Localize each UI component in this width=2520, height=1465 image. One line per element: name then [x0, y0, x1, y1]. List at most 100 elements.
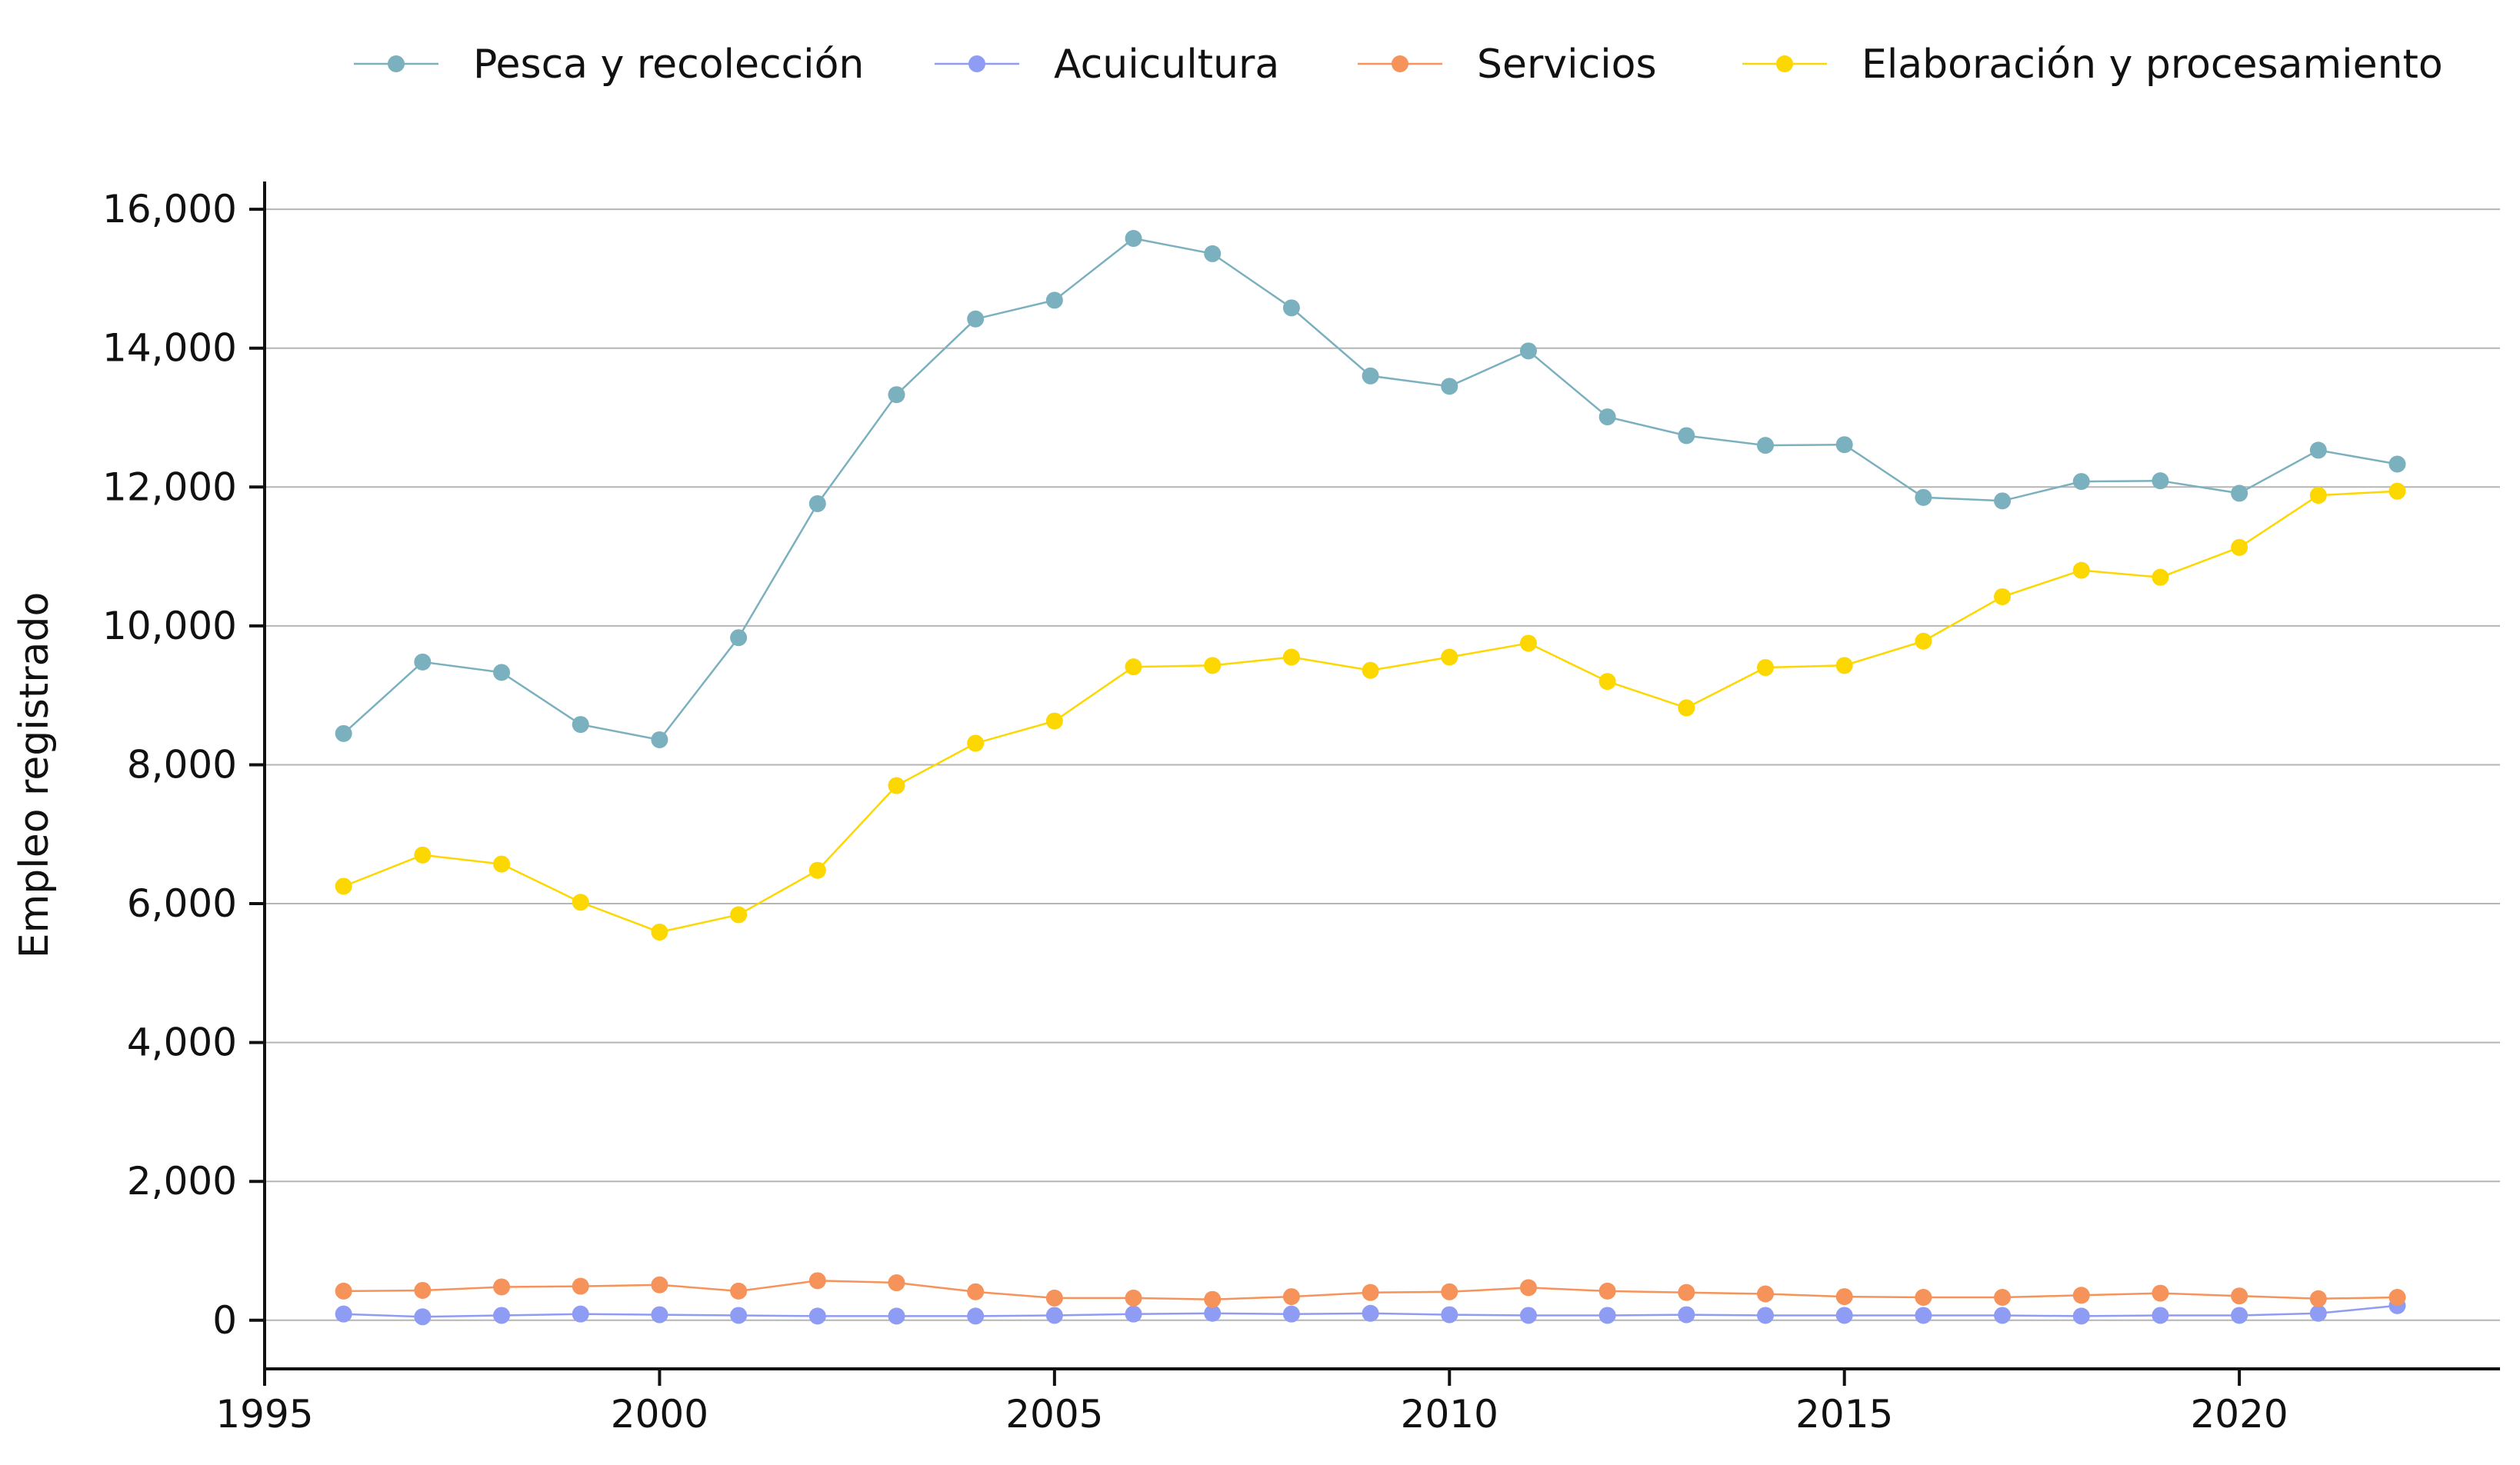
data-point-elaboracion-y-procesamiento-2007	[1204, 657, 1222, 674]
data-point-elaboracion-y-procesamiento-2022	[2388, 482, 2406, 500]
legend-label-servicios: Servicios	[1477, 42, 1657, 88]
x-ticks: 1995 2000 2005 2010 2015 2020	[215, 1369, 2288, 1437]
data-point-pesca-y-recoleccion-2015	[1835, 436, 1853, 454]
data-point-pesca-y-recoleccion-2010	[1441, 378, 1458, 395]
data-point-servicios-1996	[335, 1282, 352, 1300]
data-point-acuicultura-2013	[1678, 1306, 1695, 1323]
data-point-elaboracion-y-procesamiento-2012	[1598, 673, 1616, 691]
data-point-elaboracion-y-procesamiento-2014	[1757, 659, 1775, 677]
data-point-acuicultura-2003	[888, 1307, 905, 1325]
data-point-servicios-2017	[1994, 1288, 2012, 1306]
data-point-servicios-2005	[1045, 1289, 1063, 1307]
legend-marker-servicios	[1392, 55, 1408, 72]
data-point-acuicultura-2007	[1204, 1304, 1222, 1322]
legend: Pesca y recolección Acuicultura Servicios E…	[354, 42, 2443, 88]
legend-label-acuicultura: Acuicultura	[1054, 42, 1279, 88]
data-point-pesca-y-recoleccion-2001	[730, 629, 748, 647]
data-point-pesca-y-recoleccion-2020	[2231, 484, 2248, 502]
data-point-elaboracion-y-procesamiento-2001	[730, 906, 748, 924]
data-point-servicios-2012	[1598, 1282, 1616, 1300]
data-point-servicios-2014	[1757, 1285, 1775, 1303]
data-point-servicios-1997	[414, 1281, 432, 1299]
data-point-acuicultura-1996	[335, 1305, 352, 1323]
legend-marker-elaboracion-y-procesamiento	[1776, 55, 1793, 72]
data-point-servicios-1998	[493, 1278, 511, 1296]
data-point-servicios-2010	[1441, 1283, 1458, 1300]
data-point-pesca-y-recoleccion-2014	[1757, 437, 1775, 454]
data-point-pesca-y-recoleccion-2004	[967, 310, 985, 328]
y-tick-label: 2,000	[127, 1159, 237, 1204]
data-point-pesca-y-recoleccion-2019	[2152, 472, 2169, 490]
y-tick-label: 10,000	[102, 604, 237, 648]
data-point-servicios-2007	[1204, 1290, 1222, 1308]
series-points	[335, 230, 2406, 1326]
data-point-pesca-y-recoleccion-2017	[1994, 492, 2012, 510]
data-point-pesca-y-recoleccion-2002	[808, 494, 826, 512]
data-point-elaboracion-y-procesamiento-2000	[651, 924, 668, 941]
data-point-pesca-y-recoleccion-1997	[414, 653, 432, 671]
data-point-pesca-y-recoleccion-2022	[2388, 455, 2406, 473]
legend-label-pesca-y-recoleccion: Pesca y recolección	[473, 42, 864, 88]
x-tick-label: 2005	[1005, 1392, 1103, 1437]
data-point-servicios-2002	[808, 1272, 826, 1290]
data-point-pesca-y-recoleccion-1998	[493, 664, 511, 681]
y-tick-label: 12,000	[102, 464, 237, 509]
data-point-acuicultura-2015	[1835, 1307, 1853, 1324]
legend-item-pesca-y-recoleccion: Pesca y recolección	[354, 42, 864, 88]
data-point-pesca-y-recoleccion-2012	[1598, 408, 1616, 426]
y-tick-label: 16,000	[102, 187, 237, 231]
data-point-acuicultura-2019	[2152, 1307, 2169, 1324]
legend-item-elaboracion-y-procesamiento: Elaboración y procesamiento	[1742, 42, 2443, 88]
data-point-pesca-y-recoleccion-2016	[1915, 488, 1932, 506]
data-point-elaboracion-y-procesamiento-2019	[2152, 568, 2169, 586]
data-point-pesca-y-recoleccion-2005	[1045, 291, 1063, 309]
data-point-pesca-y-recoleccion-2009	[1362, 367, 1379, 385]
data-point-servicios-2011	[1519, 1279, 1537, 1297]
data-point-acuicultura-2010	[1441, 1306, 1458, 1323]
data-point-acuicultura-2012	[1598, 1307, 1616, 1324]
data-point-servicios-2016	[1915, 1288, 1932, 1306]
y-tick-label: 4,000	[127, 1021, 237, 1065]
data-point-acuicultura-1999	[572, 1305, 589, 1323]
data-point-elaboracion-y-procesamiento-2008	[1282, 648, 1300, 666]
data-point-acuicultura-2011	[1519, 1307, 1537, 1324]
data-point-acuicultura-2021	[2309, 1304, 2327, 1322]
x-tick-label: 1995	[215, 1392, 313, 1437]
data-point-elaboracion-y-procesamiento-2011	[1519, 634, 1537, 652]
data-point-servicios-2022	[2388, 1288, 2406, 1306]
x-tick-label: 2010	[1401, 1392, 1498, 1437]
data-point-pesca-y-recoleccion-2021	[2309, 441, 2327, 459]
data-point-pesca-y-recoleccion-2006	[1125, 230, 1142, 248]
data-point-acuicultura-2017	[1994, 1307, 2012, 1324]
y-tick-label: 8,000	[127, 742, 237, 787]
data-point-elaboracion-y-procesamiento-2004	[967, 734, 985, 752]
data-point-elaboracion-y-procesamiento-1998	[493, 855, 511, 873]
data-point-acuicultura-2014	[1757, 1307, 1775, 1324]
data-point-pesca-y-recoleccion-2018	[2072, 473, 2090, 491]
data-point-elaboracion-y-procesamiento-2018	[2072, 561, 2090, 579]
data-point-elaboracion-y-procesamiento-2016	[1915, 632, 1932, 650]
axes	[263, 181, 2500, 1370]
data-point-pesca-y-recoleccion-1999	[572, 716, 589, 734]
data-point-elaboracion-y-procesamiento-1997	[414, 846, 432, 864]
data-point-elaboracion-y-procesamiento-1999	[572, 894, 589, 911]
x-tick-label: 2020	[2191, 1392, 2288, 1437]
data-point-servicios-2021	[2309, 1290, 2327, 1307]
data-point-acuicultura-2016	[1915, 1307, 1932, 1324]
data-point-servicios-2018	[2072, 1287, 2090, 1304]
data-point-elaboracion-y-procesamiento-2020	[2231, 538, 2248, 556]
data-point-elaboracion-y-procesamiento-2010	[1441, 648, 1458, 666]
data-point-pesca-y-recoleccion-2011	[1519, 342, 1537, 360]
data-point-pesca-y-recoleccion-2007	[1204, 245, 1222, 262]
y-axis-title: Empleo registrado	[12, 592, 58, 959]
data-point-elaboracion-y-procesamiento-2005	[1045, 712, 1063, 730]
data-point-pesca-y-recoleccion-2008	[1282, 299, 1300, 317]
data-point-elaboracion-y-procesamiento-2003	[888, 777, 905, 794]
y-tick-label: 6,000	[127, 881, 237, 926]
data-point-elaboracion-y-procesamiento-2015	[1835, 657, 1853, 674]
data-point-servicios-2008	[1282, 1288, 1300, 1306]
legend-marker-acuicultura	[968, 55, 985, 72]
data-point-servicios-2019	[2152, 1284, 2169, 1302]
data-point-servicios-2020	[2231, 1287, 2248, 1305]
data-point-elaboracion-y-procesamiento-2021	[2309, 487, 2327, 504]
